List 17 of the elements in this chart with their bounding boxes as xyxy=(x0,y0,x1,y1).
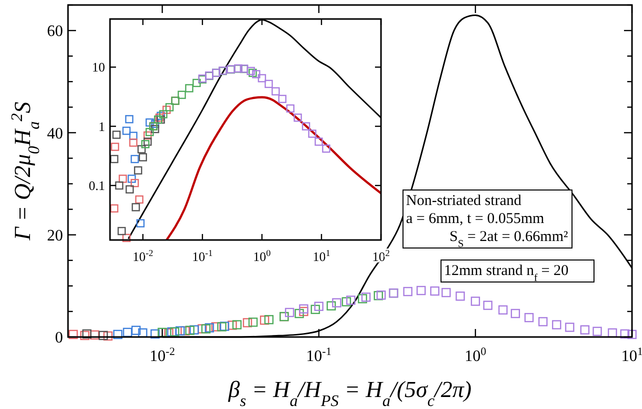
annotation: 12mm strand n$_{f}$ = 20 xyxy=(444,263,568,284)
x-tick-label: 10$^{-1}$ xyxy=(192,248,213,264)
x-tick-label: 10$^{-2}$ xyxy=(150,346,175,365)
text: β$_{s}$ = H$_{a}$/H$_{PS}$ = H$_{a}$/(5σ$_{c}$/2π) xyxy=(228,377,472,409)
x-tick-label: 10$^{-1}$ xyxy=(306,346,332,365)
y-tick-label: 0 xyxy=(55,330,63,347)
y-tick-label: 40 xyxy=(47,125,63,142)
x-tick-label: 10$^{0}$ xyxy=(253,248,272,264)
y-tick-label: 1 xyxy=(98,118,105,134)
x-tick-label: 10$^{-2}$ xyxy=(132,248,154,264)
x-tick-label: 10$^{1}$ xyxy=(621,346,642,365)
x-tick-label: 10$^{1}$ xyxy=(312,248,330,264)
y-tick-label: 60 xyxy=(47,23,63,40)
y-tick-label: 10 xyxy=(92,60,105,75)
y-tick-label: 20 xyxy=(47,227,63,244)
y-tick-label: 0.1 xyxy=(88,178,105,194)
x-tick-label: 10$^{0}$ xyxy=(464,346,487,365)
